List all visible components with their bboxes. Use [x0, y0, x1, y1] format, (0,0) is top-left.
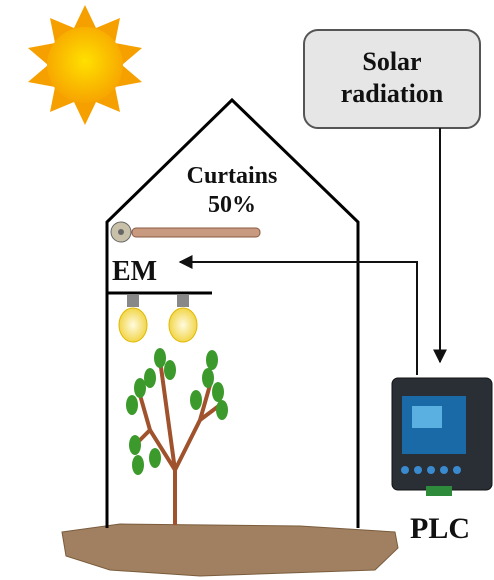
curtain-rod [111, 222, 260, 242]
curtains-value: 50% [208, 192, 256, 218]
sun [28, 5, 142, 125]
plant [126, 348, 228, 525]
solar-label-2: radiation [341, 79, 444, 108]
em-label: EM [112, 256, 157, 287]
plc-label: PLC [410, 512, 470, 545]
ground [62, 524, 398, 576]
plc-device [392, 378, 492, 496]
diagram: Curtains 50% EM Solar radiation [0, 0, 494, 580]
lamps [119, 295, 197, 342]
curtains-label: Curtains [187, 163, 278, 189]
solar-label-1: Solar [362, 47, 421, 76]
